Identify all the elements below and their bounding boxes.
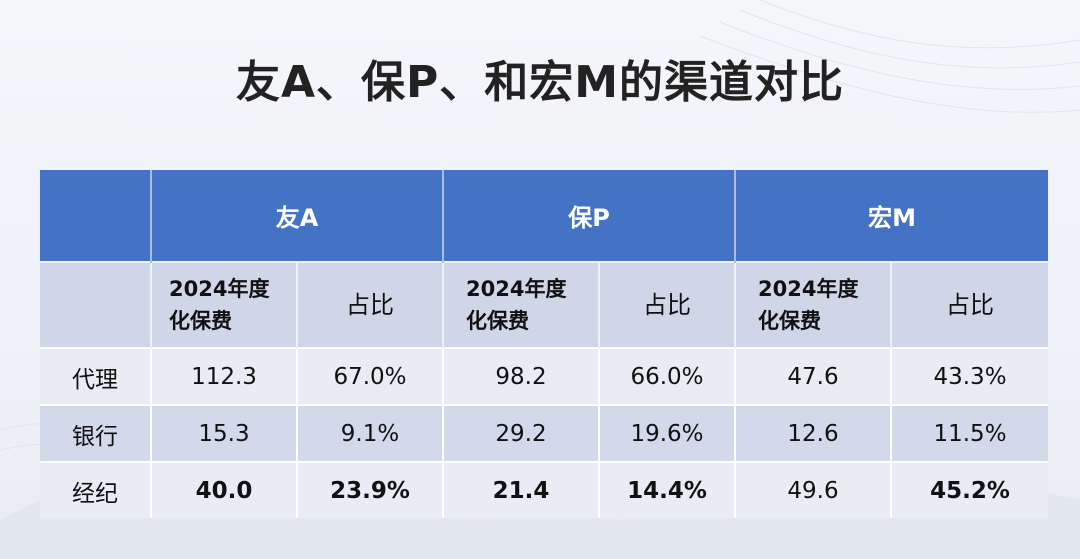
cell-hongm-ratio: 43.3%	[891, 347, 1049, 405]
cell-youa-ratio: 9.1%	[297, 404, 445, 462]
cell-hongm-premium: 49.6	[735, 461, 893, 518]
cell-youa-premium: 15.3	[151, 404, 298, 462]
cell-baop-premium: 21.4	[443, 461, 601, 518]
channel-label: 经纪	[40, 461, 152, 518]
cell-hongm-ratio: 11.5%	[891, 404, 1049, 462]
subheader-premium: 2024年度化保费	[151, 261, 298, 348]
company-header-row: 友A 保P 宏M	[40, 170, 1049, 262]
comparison-table: 友A 保P 宏M 2024年度化保费 占比 2024年度化保费 占比 2024年…	[40, 170, 1049, 518]
company-header-baop: 保P	[443, 170, 737, 262]
table-row: 代理 112.3 67.0% 98.2 66.0% 47.6 43.3%	[40, 347, 1049, 405]
company-header-youa: 友A	[151, 170, 445, 262]
cell-youa-ratio: 67.0%	[297, 347, 445, 405]
subheader-row: 2024年度化保费 占比 2024年度化保费 占比 2024年度化保费 占比	[40, 261, 1049, 348]
corner-cell	[40, 170, 152, 262]
subheader-premium: 2024年度化保费	[443, 261, 601, 348]
channel-label: 代理	[40, 347, 152, 405]
cell-youa-ratio: 23.9%	[297, 461, 445, 518]
subheader-ratio: 占比	[891, 261, 1049, 348]
cell-baop-premium: 29.2	[443, 404, 601, 462]
table-row: 经纪 40.0 23.9% 21.4 14.4% 49.6 45.2%	[40, 461, 1049, 518]
subheader-corner	[40, 261, 152, 348]
page-title: 友A、保P、和宏M的渠道对比	[235, 57, 845, 108]
cell-baop-ratio: 19.6%	[599, 404, 737, 462]
cell-youa-premium: 112.3	[151, 347, 298, 405]
table-row: 银行 15.3 9.1% 29.2 19.6% 12.6 11.5%	[40, 404, 1049, 462]
subheader-ratio: 占比	[297, 261, 445, 348]
subheader-premium: 2024年度化保费	[735, 261, 893, 348]
data-rows: 代理 112.3 67.0% 98.2 66.0% 47.6 43.3% 银行 15.3 9.1%…	[40, 347, 1049, 518]
cell-baop-ratio: 66.0%	[599, 347, 737, 405]
company-header-hongm: 宏M	[735, 170, 1049, 262]
subheader-ratio: 占比	[599, 261, 737, 348]
cell-baop-ratio: 14.4%	[599, 461, 737, 518]
channel-label: 银行	[40, 404, 152, 462]
cell-hongm-premium: 47.6	[735, 347, 893, 405]
cell-youa-premium: 40.0	[151, 461, 298, 518]
cell-hongm-premium: 12.6	[735, 404, 893, 462]
cell-hongm-ratio: 45.2%	[891, 461, 1049, 518]
cell-baop-premium: 98.2	[443, 347, 601, 405]
